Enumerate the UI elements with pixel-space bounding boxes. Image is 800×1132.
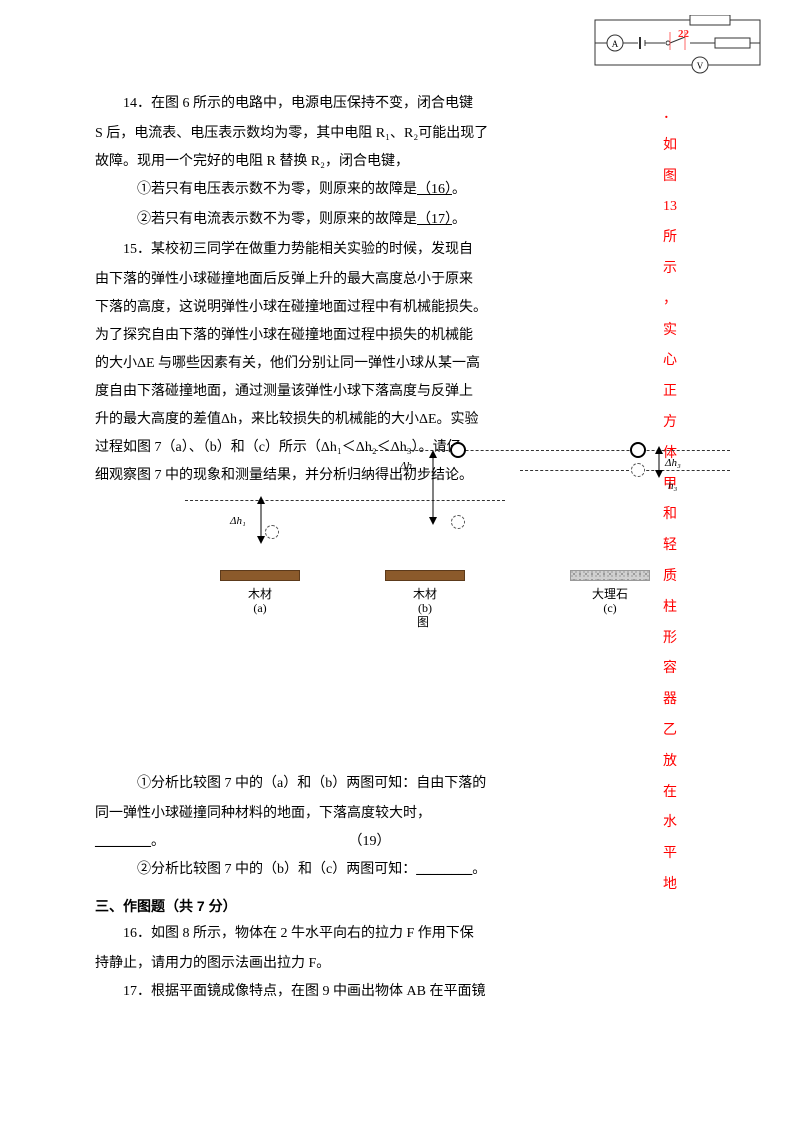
ball-b-dashed [451,515,465,529]
delta-h3: Δh₃ [665,452,681,474]
q14-sub2: ②若只有电流表示数不为零，则原来的故障是（17）。 [95,206,575,234]
wood-a [220,570,300,581]
experiment-diagrams: Δh₁ 木材 (a) Δh₂ 木材 (b) 图 Δh₃ h₃ 大理石 (c) [210,460,730,620]
wood-b [385,570,465,581]
arrow-b [427,450,439,525]
marble-c [570,570,650,581]
q15-sub1-blank: ________。 （19） [95,828,575,856]
svg-text:A: A [612,39,619,49]
q15-line6: 度自由下落碰撞地面，通过测量该弹性小球下落高度与反弹上 [95,378,575,406]
top-dashed [365,450,730,451]
q14-line1: 14．在图 6 所示的电路中，电源电压保持不变，闭合电键 [95,90,575,118]
fig-label: 图 [403,610,443,634]
cap-c-sub: (c) [590,596,630,620]
section3-title: 三、作图题（共 7 分） [95,892,575,920]
h3-label: h₃ [668,475,677,497]
delta-h1: Δh₁ [230,510,246,532]
q14-sub1: ①若只有电压表示数不为零，则原来的故障是（16）。 [95,176,575,204]
q14-line3: 故障。现用一个完好的电阻 R 替换 R₂，闭合电键， [95,148,575,176]
mid-dashed [185,500,505,501]
svg-text:V: V [697,61,704,71]
vr-dot: ． [660,100,680,131]
circuit-diagram: A V 22 [590,15,765,75]
delta-h2: Δh₂ [400,455,416,477]
arrow-a [255,496,267,544]
q14-line2: S 后，电流表、电压表示数均为零，其中电阻 R₁、R₂可能出现了 [95,120,575,148]
q17: 17．根据平面镜成像特点，在图 9 中画出物体 AB 在平面镜 [95,978,575,1006]
q15-sub1-l1: ①分析比较图 7 中的（a）和（b）两图可知：自由下落的 [95,770,575,798]
q15-line5: 的大小ΔE 与哪些因素有关，他们分别让同一弹性小球从某一高 [95,350,575,378]
q15-line1: 15．某校初三同学在做重力势能相关实验的时候，发现自 [95,236,575,264]
svg-text:22: 22 [678,28,690,40]
ball-c-dashed [631,463,645,477]
arrow-c1 [653,446,665,478]
q16-l2: 持静止，请用力的图示法画出拉力 F。 [95,950,575,978]
cap-a-sub: (a) [240,596,280,620]
q15-sub2: ②分析比较图 7 中的（b）和（c）两图可知：________。 [95,856,575,884]
q15-line8: 过程如图 7（a）、（b）和（c）所示（Δh₁＜Δh₂＜Δh₃）。请仔 [95,434,575,462]
q15-sub1-l2: 同一弹性小球碰撞同种材料的地面，下落高度较大时， [95,800,575,828]
q15-line7: 升的最大高度的差值Δh，来比较损失的机械能的大小ΔE。实验 [95,406,575,434]
ball-a-dashed [265,525,279,539]
mid-dashed-c [520,470,730,471]
q16-l1: 16．如图 8 所示，物体在 2 牛水平向右的拉力 F 作用下保 [95,920,575,948]
q15-line3: 下落的高度，这说明弹性小球在碰撞地面过程中有机械能损失。 [95,294,575,322]
q15-line2: 由下落的弹性小球碰撞地面后反弹上升的最大高度总小于原来 [95,266,575,294]
ball-b-solid [450,442,466,458]
ball-c-solid [630,442,646,458]
q15-line4: 为了探究自由下落的弹性小球在碰撞地面过程中损失的机械能 [95,322,575,350]
